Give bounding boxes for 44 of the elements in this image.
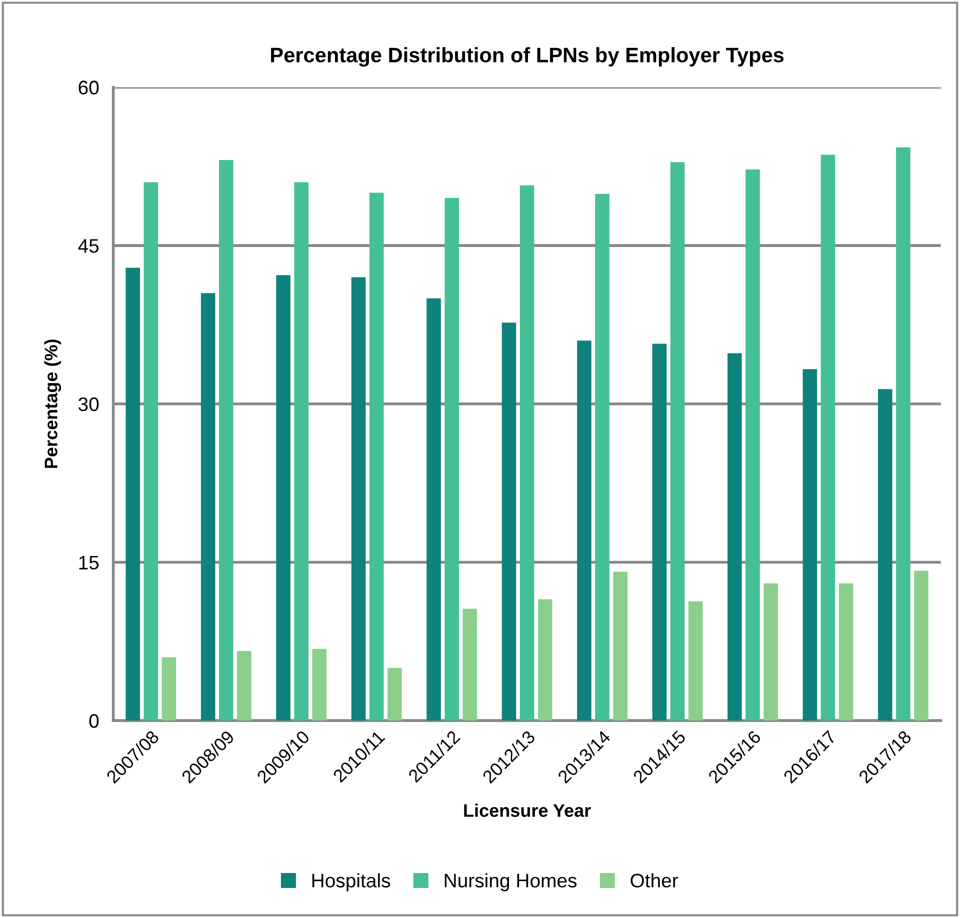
bar — [387, 668, 402, 721]
y-axis-title: Percentage (%) — [44, 340, 62, 468]
bar — [200, 293, 216, 721]
chart-title: Percentage Distribution of LPNs by Employer Types — [271, 47, 784, 67]
bar — [520, 185, 534, 721]
y-tick-label: 60 — [78, 80, 99, 94]
bar — [746, 170, 760, 721]
bar — [126, 268, 140, 721]
y-tick-label: 30 — [78, 397, 99, 412]
bar — [802, 369, 818, 721]
bar — [652, 344, 667, 721]
bar — [444, 198, 459, 721]
bar — [538, 599, 552, 721]
bar — [595, 194, 610, 721]
bar — [218, 160, 234, 721]
bar — [914, 570, 928, 721]
y-tick-label: 45 — [78, 239, 99, 253]
legend-label: Hospitals — [312, 873, 390, 892]
legend-label: Other — [630, 873, 678, 888]
bar — [144, 182, 158, 721]
y-tick-label: 0 — [89, 714, 99, 728]
bar — [162, 657, 176, 721]
bar — [613, 572, 628, 721]
bar — [237, 650, 252, 721]
bar — [462, 608, 478, 721]
bar — [426, 298, 441, 721]
bar — [351, 277, 366, 721]
legend-label: Nursing Homes — [444, 873, 577, 892]
bar — [878, 389, 892, 721]
bar — [294, 182, 308, 721]
bar — [688, 601, 703, 721]
bar — [369, 192, 384, 721]
bar — [670, 162, 685, 721]
bar — [577, 340, 592, 721]
bar — [276, 275, 290, 721]
y-tick-label: 15 — [79, 556, 99, 570]
bar — [820, 154, 836, 721]
bar — [896, 147, 910, 721]
bar — [502, 322, 516, 721]
bar — [312, 648, 327, 721]
bar — [728, 353, 742, 721]
bar — [764, 583, 778, 721]
bar — [838, 583, 854, 721]
x-axis-title: Licensure Year — [464, 804, 591, 817]
